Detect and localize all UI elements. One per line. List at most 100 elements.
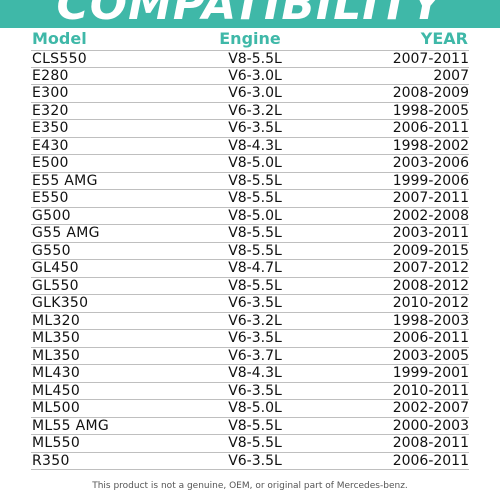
table-row: E350 V6-3.5L 2006-2011 [31,120,469,138]
table-row: E550 V8-5.5L 2007-2011 [31,190,469,208]
cell-engine: V8-5.5L [228,277,282,294]
cell-year: 2010-2012 [392,295,469,311]
compatibility-table: CLS550 V8-5.5L 2007-2011 E280 V6-3.0L 2007 E30… [31,50,469,470]
cell-year: 2008-2011 [392,435,469,451]
banner-title: COMPATIBILITY [56,0,444,28]
cell-year: 2000-2003 [392,417,469,434]
cell-engine: V8-5.0L [228,155,282,171]
cell-model: ML320 [32,312,81,329]
table-row: R350 V6-3.5L 2006-2011 [31,452,469,470]
cell-engine: V6-3.2L [228,102,282,119]
cell-engine: V8-5.5L [228,172,282,189]
cell-model: E55 AMG [32,172,98,189]
cell-engine: V6-3.0L [228,67,282,84]
cell-year: 2010-2011 [392,382,469,399]
cell-model: GLK350 [32,295,89,311]
cell-model: G55 AMG [32,225,100,241]
cell-year: 2006-2011 [392,120,469,136]
cell-engine: V8-5.5L [228,190,282,206]
cell-engine: V6-3.5L [228,295,282,311]
table-row: GLK350 V6-3.5L 2010-2012 [31,295,469,313]
cell-model: E280 [32,67,69,84]
cell-engine: V8-5.5L [228,51,282,67]
table-row: G55 AMG V8-5.5L 2003-2011 [31,225,469,243]
table-row: GL550 V8-5.5L 2008-2012 [31,277,469,295]
cell-year: 1999-2006 [392,172,469,189]
cell-year: 2003-2011 [392,225,469,241]
cell-engine: V8-5.0L [228,207,282,224]
cell-year: 1998-2005 [392,102,469,119]
table-row: E430 V8-4.3L 1998-2002 [31,137,469,155]
table-row: ML430 V8-4.3L 1999-2001 [31,365,469,383]
cell-model: GL450 [32,260,79,276]
cell-model: CLS550 [32,51,87,67]
table-row: ML55 AMG V8-5.5L 2000-2003 [31,417,469,435]
cell-engine: V8-5.5L [228,242,282,259]
cell-engine: V8-4.3L [228,365,282,381]
table-row: E280 V6-3.0L 2007 [31,67,469,85]
cell-year: 2003-2005 [392,347,469,364]
cell-year: 2002-2008 [392,207,469,224]
cell-engine: V6-3.5L [228,452,282,469]
cell-engine: V8-5.5L [228,435,282,451]
cell-year: 2007 [433,67,469,84]
cell-engine: V6-3.2L [228,312,282,329]
table-row: ML350 V6-3.7L 2003-2005 [31,347,469,365]
cell-engine: V8-5.0L [228,400,282,416]
cell-model: R350 [32,452,70,469]
table-row: GL450 V8-4.7L 2007-2012 [31,260,469,278]
cell-year: 2008-2012 [392,277,469,294]
cell-model: ML430 [32,365,81,381]
cell-model: E550 [32,190,69,206]
table-row: ML350 V6-3.5L 2006-2011 [31,330,469,348]
cell-year: 1998-2002 [392,137,469,154]
cell-engine: V8-4.3L [228,137,282,154]
table-row: E320 V6-3.2L 1998-2005 [31,102,469,120]
table-row: ML320 V6-3.2L 1998-2003 [31,312,469,330]
cell-engine: V8-4.7L [228,260,282,276]
cell-model: E430 [32,137,69,154]
cell-engine: V6-3.5L [228,382,282,399]
cell-year: 2008-2009 [392,85,469,101]
cell-engine: V6-3.7L [228,347,282,364]
cell-year: 2007-2012 [392,260,469,276]
cell-model: E320 [32,102,69,119]
cell-year: 1999-2001 [392,365,469,381]
cell-model: ML550 [32,435,81,451]
cell-year: 2009-2015 [392,242,469,259]
title-banner: COMPATIBILITY [0,0,500,28]
cell-model: G550 [32,242,71,259]
disclaimer: This product is not a genuine, OEM, or o… [92,481,408,491]
table-row: E300 V6-3.0L 2008-2009 [31,85,469,103]
cell-year: 2007-2011 [392,190,469,206]
cell-year: 2006-2011 [392,330,469,346]
header-model: Model [32,29,87,48]
table-row: ML450 V6-3.5L 2010-2011 [31,382,469,400]
cell-model: ML350 [32,347,81,364]
cell-year: 2006-2011 [392,452,469,469]
cell-engine: V6-3.5L [228,330,282,346]
cell-year: 2002-2007 [392,400,469,416]
cell-model: GL550 [32,277,79,294]
cell-model: G500 [32,207,71,224]
cell-engine: V6-3.5L [228,120,282,136]
cell-model: ML350 [32,330,81,346]
table-row: G550 V8-5.5L 2009-2015 [31,242,469,260]
cell-engine: V8-5.5L [228,225,282,241]
table-row: ML550 V8-5.5L 2008-2011 [31,435,469,453]
header-engine: Engine [219,29,281,48]
table-row: G500 V8-5.0L 2002-2008 [31,207,469,225]
table-row: E500 V8-5.0L 2003-2006 [31,155,469,173]
table-row: E55 AMG V8-5.5L 1999-2006 [31,172,469,190]
table-header: Model Engine YEAR [0,28,500,50]
cell-model: ML55 AMG [32,417,110,434]
cell-engine: V6-3.0L [228,85,282,101]
cell-model: ML450 [32,382,81,399]
header-year: YEAR [420,29,468,48]
table-row: CLS550 V8-5.5L 2007-2011 [31,50,469,68]
cell-year: 1998-2003 [392,312,469,329]
cell-year: 2003-2006 [392,155,469,171]
cell-engine: V8-5.5L [228,417,282,434]
cell-model: ML500 [32,400,81,416]
cell-model: E300 [32,85,69,101]
